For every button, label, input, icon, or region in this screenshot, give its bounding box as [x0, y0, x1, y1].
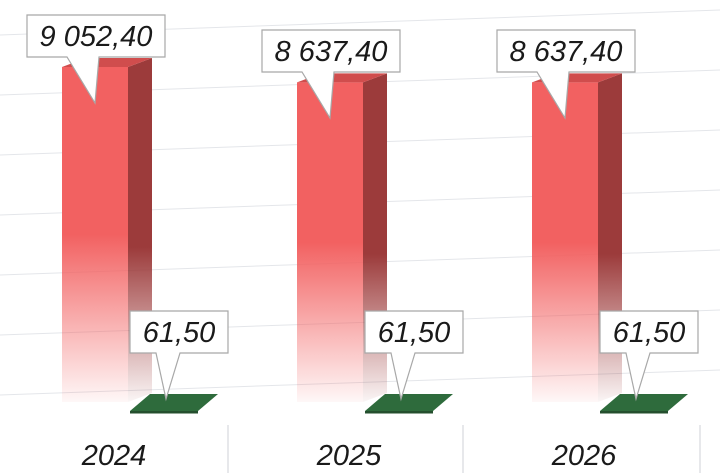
- callout-box: [599, 310, 699, 402]
- data-label-2026-series-1: 8 637,40: [496, 29, 636, 120]
- callout-box: [129, 310, 229, 402]
- data-label-text: 9 052,40: [40, 21, 153, 53]
- data-label-text: 61,50: [143, 317, 216, 349]
- category-label-2024: 2024: [81, 440, 147, 472]
- category-separators: [227, 425, 701, 473]
- data-label-2024-series-1: 9 052,40: [26, 14, 166, 105]
- data-labels: 9 052,40 61,50 8 637,40 61,50 8 637,40 61,50: [26, 14, 699, 402]
- data-label-text: 8 637,40: [275, 36, 388, 68]
- bar-2026-series-2: [600, 394, 688, 414]
- bars: [62, 58, 688, 414]
- data-label-2024-series-2: 61,50: [129, 310, 229, 402]
- bar-2024-series-1: [62, 58, 152, 402]
- data-label-text: 8 637,40: [510, 36, 623, 68]
- data-label-2025-series-1: 8 637,40: [261, 29, 401, 120]
- callout-box: [496, 29, 636, 120]
- callout-box: [261, 29, 401, 120]
- bar-2025-series-2: [365, 394, 453, 414]
- data-label-text: 61,50: [613, 317, 686, 349]
- data-label-2025-series-2: 61,50: [364, 310, 464, 402]
- category-labels: 2024 2025 2026: [81, 440, 617, 472]
- category-label-2026: 2026: [551, 440, 617, 472]
- category-label-2025: 2025: [316, 440, 382, 472]
- callout-box: [26, 14, 166, 105]
- callout-box: [364, 310, 464, 402]
- bar-2024-series-2: [130, 394, 218, 414]
- data-label-text: 61,50: [378, 317, 451, 349]
- data-label-2026-series-2: 61,50: [599, 310, 699, 402]
